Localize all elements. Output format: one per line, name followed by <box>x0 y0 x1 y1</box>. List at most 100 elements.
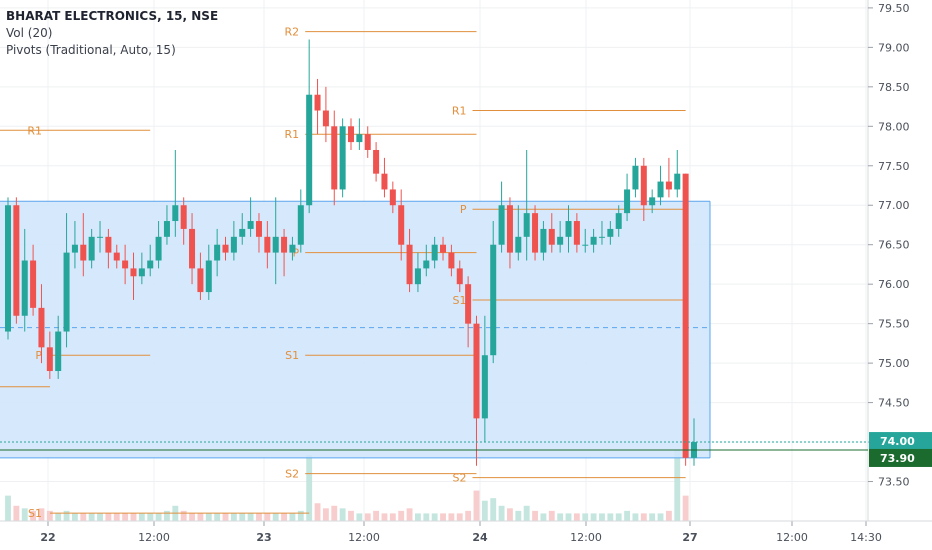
volume-bar <box>548 510 555 521</box>
pivot-label: P <box>293 247 300 260</box>
volume-bar <box>214 513 221 521</box>
volume-bar <box>88 513 95 521</box>
candle-body <box>557 236 564 245</box>
volume-bar <box>615 513 622 521</box>
candle-body <box>649 197 656 206</box>
pivots-indicator-label[interactable]: Pivots (Traditional, Auto, 15) <box>6 43 176 57</box>
candle-body <box>389 189 396 206</box>
candle-body <box>406 244 413 285</box>
volume-bar <box>565 513 572 521</box>
candle-body <box>88 236 95 261</box>
candle-body <box>498 205 505 245</box>
candle-body <box>515 236 522 253</box>
volume-bar <box>147 513 154 521</box>
x-tick-label: 27 <box>682 531 697 544</box>
volume-bar <box>297 510 304 521</box>
y-tick-label: 75.00 <box>878 357 910 370</box>
candle-body <box>532 213 539 253</box>
volume-bar <box>164 510 170 521</box>
volume-bar <box>507 508 513 521</box>
volume-bar <box>498 505 505 521</box>
volume-bar <box>339 508 346 521</box>
volume-bar <box>381 513 388 521</box>
legend: BHARAT ELECTRONICS, 15, NSE Vol (20) Piv… <box>6 8 218 59</box>
volume-bar <box>314 503 321 521</box>
volume-bar <box>423 513 430 521</box>
candle-body <box>138 268 145 277</box>
volume-bar <box>197 513 204 521</box>
candle-body <box>347 126 355 143</box>
y-tick-label: 76.50 <box>878 239 910 252</box>
price-tag-label: 73.90 <box>880 452 915 465</box>
y-tick-label: 76.00 <box>878 278 910 291</box>
candle-body <box>423 260 430 269</box>
candle-body <box>264 236 271 253</box>
price-tag-bg <box>869 448 932 467</box>
candle-body <box>247 221 254 229</box>
volume-bar <box>71 513 78 521</box>
candle-body <box>356 134 363 143</box>
candle-body <box>130 268 137 277</box>
price-tag-label: 74.00 <box>880 435 915 448</box>
volume-bar <box>674 450 681 521</box>
candle-body <box>573 221 580 245</box>
symbol-title[interactable]: BHARAT ELECTRONICS, 15, NSE <box>6 9 219 23</box>
volume-bar <box>38 508 45 521</box>
candle-body <box>13 205 20 316</box>
volume-bar <box>289 513 296 521</box>
candle-body <box>523 213 530 237</box>
y-tick-label: 78.50 <box>878 81 910 94</box>
pivot-label: R2 <box>285 26 300 39</box>
candle-body <box>339 126 346 190</box>
volume-bar <box>322 508 329 521</box>
candle-body <box>214 244 221 261</box>
volume-bar <box>364 513 371 521</box>
volume-bar <box>230 513 237 521</box>
x-tick-label: 12:00 <box>138 531 170 544</box>
volume-bar <box>465 510 472 521</box>
candle-body <box>272 236 279 253</box>
candle-body <box>632 165 639 190</box>
volume-bar <box>80 513 87 521</box>
volume-bar <box>582 513 589 521</box>
candle-body <box>230 236 237 253</box>
volume-bar <box>239 513 246 521</box>
pivot-label: S1 <box>28 507 42 520</box>
volume-bar <box>473 490 480 521</box>
volume-bar <box>632 513 639 521</box>
pivot-label: S2 <box>453 472 467 485</box>
candle-body <box>21 260 28 316</box>
candle-body <box>180 205 187 229</box>
volume-bar <box>665 510 672 521</box>
candle-body <box>373 149 380 174</box>
volume-indicator-label[interactable]: Vol (20) <box>6 26 53 40</box>
y-tick-label: 73.50 <box>878 476 910 489</box>
volume-bar <box>247 513 254 521</box>
price-tags: 74.00 73.90 <box>0 432 932 467</box>
candle-body <box>398 205 405 245</box>
pivot-label: R1 <box>285 128 300 141</box>
candle-body <box>113 252 120 261</box>
volume-bar <box>532 510 538 521</box>
volume-bar <box>264 513 271 521</box>
candle-body <box>97 236 104 238</box>
volume-bar <box>431 513 438 521</box>
candle-body <box>4 205 12 332</box>
volume-bar <box>557 513 564 521</box>
candle-body <box>80 244 87 261</box>
volume-bar <box>272 513 279 521</box>
candle-body <box>440 244 447 253</box>
volume-bar <box>490 498 497 521</box>
candle-body <box>205 260 212 293</box>
volume-bar <box>389 513 396 521</box>
pivot-label: S2 <box>285 468 299 481</box>
volume-bar <box>573 513 580 521</box>
volume-bar <box>21 508 28 521</box>
volume-bar <box>481 500 488 521</box>
x-tick-label: 12:00 <box>570 531 602 544</box>
candle-body <box>414 268 421 285</box>
volume-bar <box>105 513 112 521</box>
price-axis: 73.50 74.00 74.50 75.00 75.50 76.00 76.50 77.00… <box>867 0 932 550</box>
